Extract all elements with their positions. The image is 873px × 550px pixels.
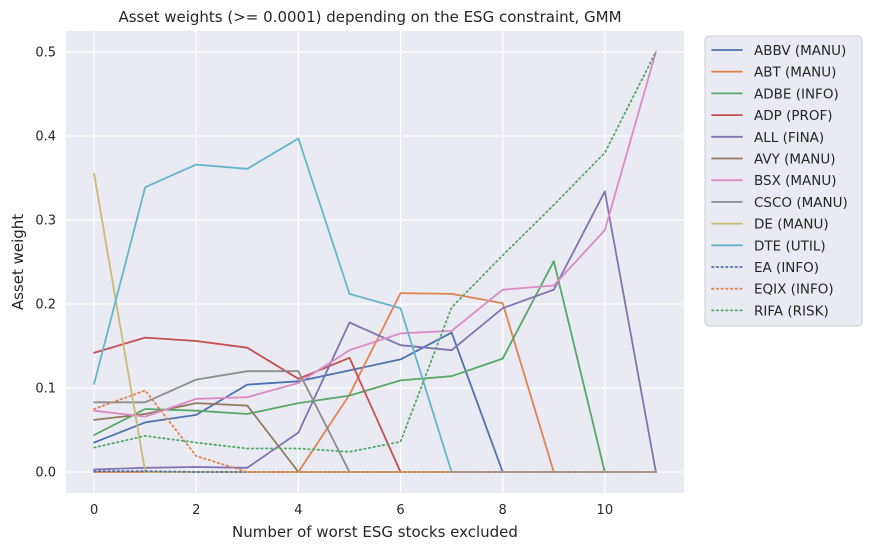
series-line	[93, 260, 657, 473]
x-tick-label: 8	[499, 503, 507, 518]
y-tick-label: 0.1	[35, 382, 56, 397]
y-tick-label: 0.3	[35, 214, 56, 229]
x-tick-labels: 0 2 4 6 8 10	[90, 503, 613, 518]
legend-label: ABT (MANU)	[754, 65, 836, 81]
y-tick-label: 0.4	[35, 130, 56, 145]
grid-lines	[66, 31, 684, 493]
legend-box	[704, 35, 863, 327]
y-tick-label: 0.2	[35, 298, 56, 313]
y-tick-label: 0.5	[35, 46, 56, 61]
series-line	[93, 51, 657, 418]
series-line	[93, 470, 657, 473]
series-line	[93, 137, 657, 473]
legend-label: EA (INFO)	[754, 260, 819, 276]
legend-label: ADBE (INFO)	[754, 86, 839, 102]
legend-label: RIFA (RISK)	[754, 303, 829, 319]
legend-label: ALL (FINA)	[754, 130, 824, 146]
x-tick-label: 6	[396, 503, 404, 518]
legend-label: DTE (UTIL)	[754, 238, 826, 254]
legend-label: ABBV (MANU)	[754, 43, 846, 59]
chart-title: Asset weights (>= 0.0001) depending on t…	[118, 8, 621, 26]
series-line	[93, 389, 657, 473]
x-tick-label: 0	[90, 503, 98, 518]
y-tick-label: 0.0	[35, 466, 56, 481]
legend-label: CSCO (MANU)	[754, 195, 848, 211]
x-tick-label: 4	[294, 503, 302, 518]
legend-label: EQIX (INFO)	[754, 282, 834, 298]
y-axis-title: Asset weight	[9, 214, 27, 310]
x-tick-label: 2	[192, 503, 200, 518]
legend-label: ADP (PROF)	[754, 108, 833, 124]
series-line	[93, 190, 657, 473]
x-tick-label: 10	[597, 503, 614, 518]
plot-area	[66, 31, 684, 493]
legend: ABBV (MANU) ABT (MANU) ADBE (INFO) ADP (PRO…	[704, 35, 863, 327]
legend-label: BSX (MANU)	[754, 173, 837, 189]
legend-label: DE (MANU)	[754, 217, 829, 233]
y-tick-labels: 0.0 0.1 0.2 0.3 0.4 0.5	[35, 46, 56, 481]
x-axis-title: Number of worst ESG stocks excluded	[232, 523, 518, 541]
legend-label: AVY (MANU)	[754, 152, 836, 168]
series-line	[93, 51, 657, 453]
series-lines	[93, 51, 657, 473]
